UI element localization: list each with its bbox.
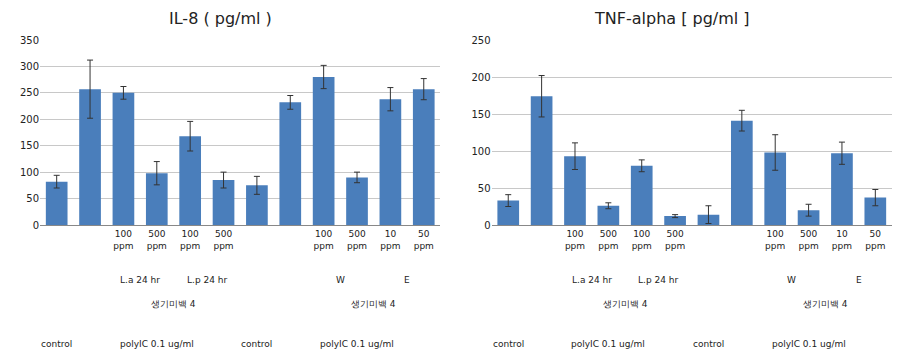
svg-text:300: 300 xyxy=(20,61,39,72)
svg-text:100ppm: 100ppm xyxy=(314,229,334,251)
svg-text:control: control xyxy=(41,339,72,349)
svg-text:500ppm: 500ppm xyxy=(598,229,618,251)
svg-text:250: 250 xyxy=(471,35,490,46)
svg-text:0: 0 xyxy=(484,220,490,231)
svg-text:control: control xyxy=(241,339,272,349)
svg-text:100ppm: 100ppm xyxy=(632,229,652,251)
svg-text:control: control xyxy=(693,339,724,349)
svg-text:E: E xyxy=(404,275,410,285)
svg-text:생기미백 4: 생기미백 4 xyxy=(803,299,848,309)
svg-text:100ppm: 100ppm xyxy=(765,229,785,251)
svg-text:W: W xyxy=(336,275,345,285)
svg-text:100ppm: 100ppm xyxy=(113,229,133,251)
svg-text:500ppm: 500ppm xyxy=(213,229,233,251)
svg-text:50: 50 xyxy=(478,183,491,194)
svg-text:L.p 24 hr: L.p 24 hr xyxy=(187,275,227,285)
svg-text:50ppm: 50ppm xyxy=(865,229,885,251)
svg-text:350: 350 xyxy=(20,35,39,46)
svg-text:polyIC 0.1 ug/ml: polyIC 0.1 ug/ml xyxy=(571,339,645,349)
svg-text:50ppm: 50ppm xyxy=(414,229,434,251)
svg-text:L.a 24 hr: L.a 24 hr xyxy=(120,275,160,285)
svg-text:TNF-alpha [ pg/ml ]: TNF-alpha [ pg/ml ] xyxy=(594,9,750,28)
svg-text:150: 150 xyxy=(471,109,490,120)
svg-text:W: W xyxy=(787,275,796,285)
svg-text:200: 200 xyxy=(471,72,490,83)
svg-text:생기미백 4: 생기미백 4 xyxy=(151,299,196,309)
svg-text:100: 100 xyxy=(471,146,490,157)
svg-text:10ppm: 10ppm xyxy=(380,229,400,251)
svg-text:100: 100 xyxy=(20,167,39,178)
svg-text:생기미백 4: 생기미백 4 xyxy=(351,299,396,309)
svg-text:IL-8 ( pg/ml ): IL-8 ( pg/ml ) xyxy=(169,9,272,28)
svg-text:L.p 24 hr: L.p 24 hr xyxy=(638,275,678,285)
svg-text:E: E xyxy=(856,275,862,285)
svg-text:500ppm: 500ppm xyxy=(347,229,367,251)
svg-text:생기미백 4: 생기미백 4 xyxy=(603,299,648,309)
svg-text:10ppm: 10ppm xyxy=(832,229,852,251)
svg-text:500ppm: 500ppm xyxy=(665,229,685,251)
svg-text:50: 50 xyxy=(26,193,39,204)
svg-text:100ppm: 100ppm xyxy=(180,229,200,251)
svg-text:polyIC 0.1 ug/ml: polyIC 0.1 ug/ml xyxy=(772,339,846,349)
svg-text:control: control xyxy=(493,339,524,349)
svg-text:150: 150 xyxy=(20,140,39,151)
svg-text:200: 200 xyxy=(20,114,39,125)
svg-text:250: 250 xyxy=(20,87,39,98)
svg-text:0: 0 xyxy=(33,220,39,231)
svg-text:polyIC 0.1 ug/ml: polyIC 0.1 ug/ml xyxy=(120,339,194,349)
svg-text:polyIC 0.1 ug/ml: polyIC 0.1 ug/ml xyxy=(320,339,394,349)
svg-text:L.a 24 hr: L.a 24 hr xyxy=(572,275,612,285)
svg-text:500ppm: 500ppm xyxy=(147,229,167,251)
svg-text:500ppm: 500ppm xyxy=(798,229,818,251)
svg-text:100ppm: 100ppm xyxy=(565,229,585,251)
